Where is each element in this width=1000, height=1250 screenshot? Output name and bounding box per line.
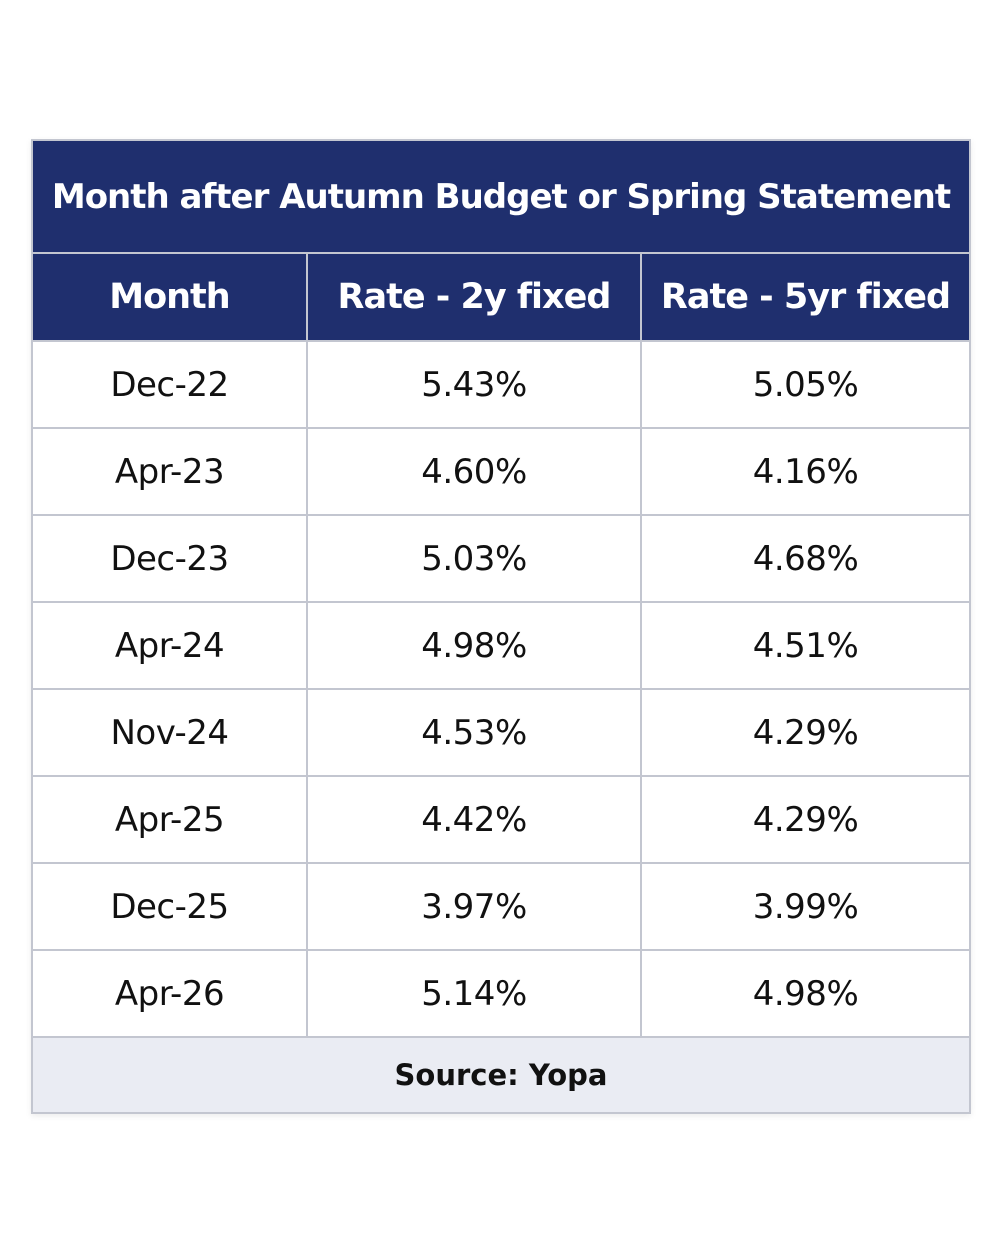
rate-5yr-cell: 4.68% bbox=[641, 514, 970, 602]
table-row: Apr-26 5.14% 4.98% bbox=[32, 949, 970, 1037]
rate-5yr-cell: 4.98% bbox=[641, 949, 970, 1037]
rate-2y-cell: 5.14% bbox=[307, 949, 642, 1037]
rate-5yr-cell: 5.05% bbox=[641, 340, 970, 428]
rate-2y-cell: 5.43% bbox=[307, 340, 642, 428]
month-cell: Dec-22 bbox=[32, 340, 308, 428]
source-row: Source: Yopa bbox=[32, 1036, 970, 1113]
table-row: Apr-24 4.98% 4.51% bbox=[32, 601, 970, 689]
table-row: Dec-23 5.03% 4.68% bbox=[32, 514, 970, 602]
column-header-rate-2y: Rate - 2y fixed bbox=[307, 253, 642, 341]
rate-5yr-cell: 4.29% bbox=[641, 688, 970, 776]
month-cell: Apr-26 bbox=[32, 949, 308, 1037]
table-row: Nov-24 4.53% 4.29% bbox=[32, 688, 970, 776]
column-header-month: Month bbox=[32, 253, 308, 341]
month-cell: Apr-25 bbox=[32, 775, 308, 863]
rate-2y-cell: 4.98% bbox=[307, 601, 642, 689]
month-cell: Apr-23 bbox=[32, 427, 308, 515]
table-row: Apr-23 4.60% 4.16% bbox=[32, 427, 970, 515]
column-header-rate-5yr: Rate - 5yr fixed bbox=[641, 253, 970, 341]
source-note: Source: Yopa bbox=[32, 1036, 970, 1113]
rate-2y-cell: 4.53% bbox=[307, 688, 642, 776]
rate-5yr-cell: 4.29% bbox=[641, 775, 970, 863]
month-cell: Dec-23 bbox=[32, 514, 308, 602]
month-cell: Apr-24 bbox=[32, 601, 308, 689]
title-row: Month after Autumn Budget or Spring Stat… bbox=[32, 140, 970, 254]
rate-table: Month after Autumn Budget or Spring Stat… bbox=[31, 139, 971, 1114]
month-cell: Dec-25 bbox=[32, 862, 308, 950]
rate-2y-cell: 4.42% bbox=[307, 775, 642, 863]
rate-2y-cell: 3.97% bbox=[307, 862, 642, 950]
rate-5yr-cell: 4.51% bbox=[641, 601, 970, 689]
table-row: Dec-22 5.43% 5.05% bbox=[32, 340, 970, 428]
table-body: Dec-22 5.43% 5.05% Apr-23 4.60% 4.16% Dec-23 5.… bbox=[32, 340, 970, 1037]
rate-5yr-cell: 3.99% bbox=[641, 862, 970, 950]
table-row: Apr-25 4.42% 4.29% bbox=[32, 775, 970, 863]
header-row: Month Rate - 2y fixed Rate - 5yr fixed bbox=[32, 253, 970, 341]
rate-2y-cell: 5.03% bbox=[307, 514, 642, 602]
rate-2y-cell: 4.60% bbox=[307, 427, 642, 515]
rate-5yr-cell: 4.16% bbox=[641, 427, 970, 515]
table-row: Dec-25 3.97% 3.99% bbox=[32, 862, 970, 950]
month-cell: Nov-24 bbox=[32, 688, 308, 776]
table-title: Month after Autumn Budget or Spring Stat… bbox=[32, 140, 970, 254]
